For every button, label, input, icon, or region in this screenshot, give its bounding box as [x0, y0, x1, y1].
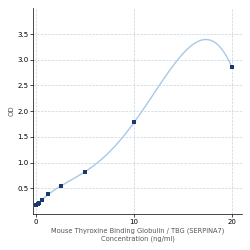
Y-axis label: OD: OD	[8, 106, 14, 117]
Point	[36, 202, 40, 206]
Point	[34, 203, 38, 207]
Point	[58, 184, 62, 188]
Point	[132, 120, 136, 124]
Point	[230, 66, 234, 70]
Point	[40, 198, 44, 202]
Point	[46, 192, 50, 196]
Point	[37, 201, 41, 205]
Point	[83, 170, 87, 174]
X-axis label: Mouse Thyroxine Binding Globulin / TBG (SERPINA7)
Concentration (ng/ml): Mouse Thyroxine Binding Globulin / TBG (…	[51, 228, 224, 242]
